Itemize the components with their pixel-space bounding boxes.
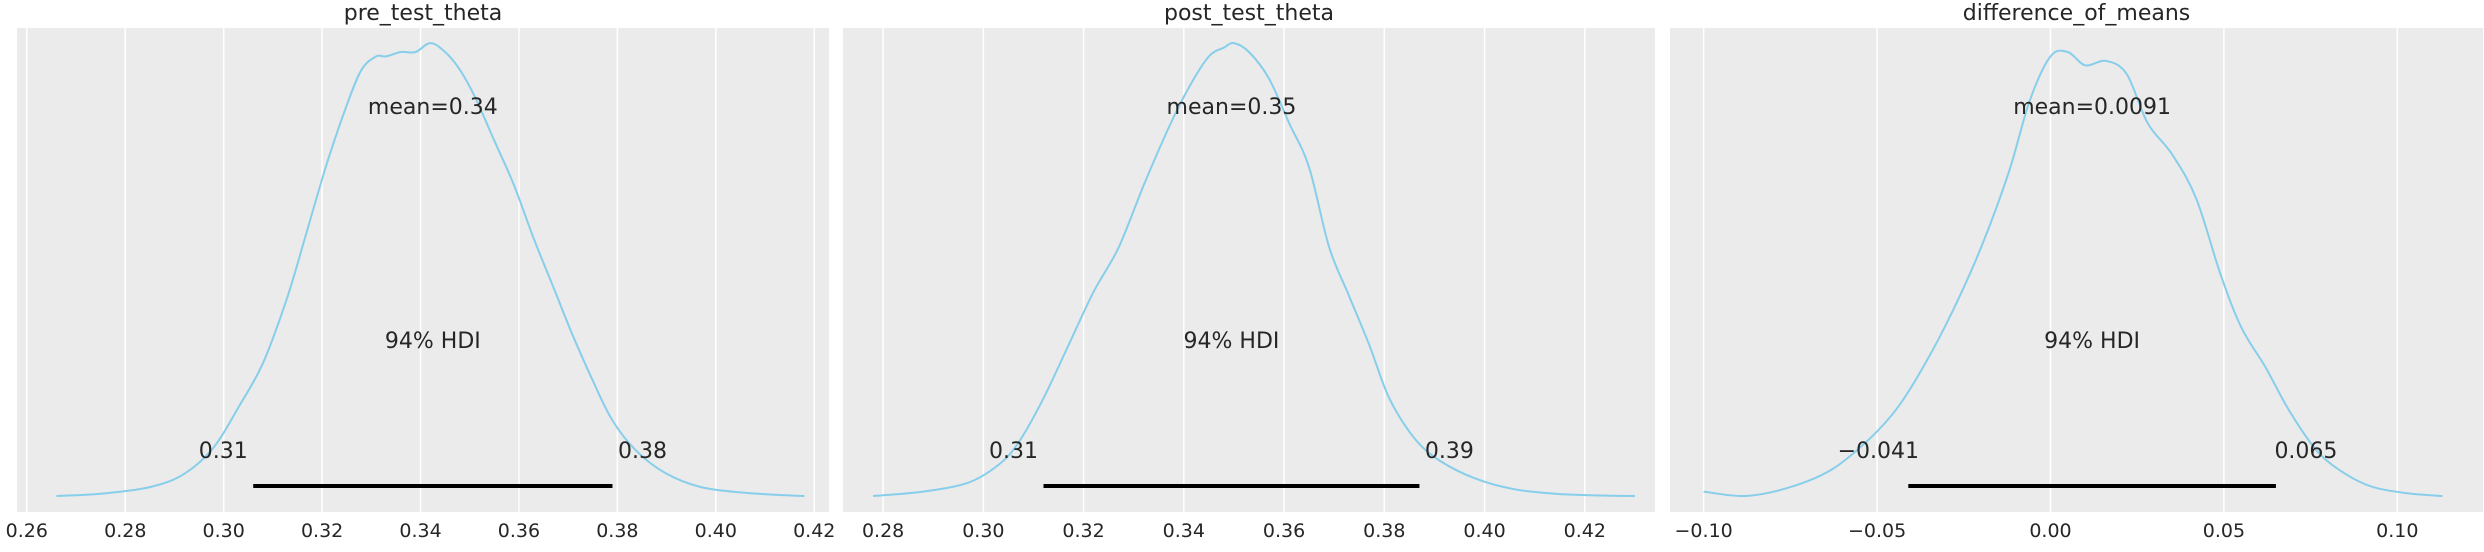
gridlines <box>882 28 1586 512</box>
x-tick-label: −0.10 <box>1675 520 1733 542</box>
hdi-label: 94% HDI <box>2044 329 2140 354</box>
x-axis-ticks: 0.26 0.28 0.30 0.32 0.34 0.36 0.38 0.40 0.42 <box>6 520 836 542</box>
panel-title: pre_test_theta <box>344 1 503 26</box>
x-tick-label: 0.40 <box>1463 520 1505 542</box>
panel-title: difference_of_means <box>1963 1 2191 26</box>
x-tick-label: −0.05 <box>1848 520 1906 542</box>
hdi-high-label: 0.38 <box>618 439 667 464</box>
panel-title: post_test_theta <box>1164 1 1334 26</box>
x-tick-label: 0.05 <box>2203 520 2245 542</box>
x-tick-label: 0.32 <box>1062 520 1104 542</box>
x-tick-label: 0.30 <box>962 520 1004 542</box>
density-curve <box>1703 49 2443 498</box>
x-tick-label: 0.26 <box>6 520 48 542</box>
mean-label: mean=0.34 <box>368 95 498 120</box>
x-tick-label: 0.32 <box>301 520 343 542</box>
density-curve <box>56 42 805 497</box>
x-tick-label: 0.10 <box>2376 520 2418 542</box>
x-tick-label: 0.34 <box>399 520 441 542</box>
mean-label: mean=0.35 <box>1167 95 1297 120</box>
panel-post-test-theta: post_test_theta mean=0.35 94% HDI 0.31 0… <box>843 1 1655 542</box>
x-tick-label: 0.40 <box>695 520 737 542</box>
x-tick-label: 0.28 <box>862 520 904 542</box>
x-tick-label: 0.36 <box>1263 520 1305 542</box>
hdi-low-label: 0.31 <box>989 439 1038 464</box>
plot-area-background <box>843 28 1655 512</box>
gridlines <box>1702 28 2399 512</box>
x-tick-label: 0.34 <box>1163 520 1205 542</box>
gridlines <box>26 28 815 512</box>
x-tick-label: 0.38 <box>1363 520 1405 542</box>
x-tick-label: 0.36 <box>498 520 540 542</box>
hdi-high-label: 0.065 <box>2274 439 2337 464</box>
mean-label: mean=0.0091 <box>2013 95 2171 120</box>
plot-area-background <box>17 28 829 512</box>
x-tick-label: 0.30 <box>203 520 245 542</box>
x-tick-label: 0.42 <box>1564 520 1606 542</box>
hdi-low-label: −0.041 <box>1838 439 1919 464</box>
plot-area-background <box>1670 28 2483 512</box>
hdi-label: 94% HDI <box>385 329 481 354</box>
hdi-high-label: 0.39 <box>1425 439 1474 464</box>
hdi-low-label: 0.31 <box>199 439 248 464</box>
x-axis-ticks: −0.10 −0.05 0.00 0.05 0.10 <box>1675 520 2419 542</box>
panel-difference-of-means: difference_of_means mean=0.0091 94% HDI … <box>1670 1 2483 542</box>
x-axis-ticks: 0.28 0.30 0.32 0.34 0.36 0.38 0.40 0.42 <box>862 520 1606 542</box>
x-tick-label: 0.42 <box>793 520 835 542</box>
x-tick-label: 0.28 <box>104 520 146 542</box>
panel-pre-test-theta: pre_test_theta mean=0.34 94% HDI 0.31 0.… <box>6 1 836 542</box>
x-tick-label: 0.38 <box>596 520 638 542</box>
density-curve <box>873 42 1636 497</box>
hdi-label: 94% HDI <box>1184 329 1280 354</box>
x-tick-label: 0.00 <box>2029 520 2071 542</box>
